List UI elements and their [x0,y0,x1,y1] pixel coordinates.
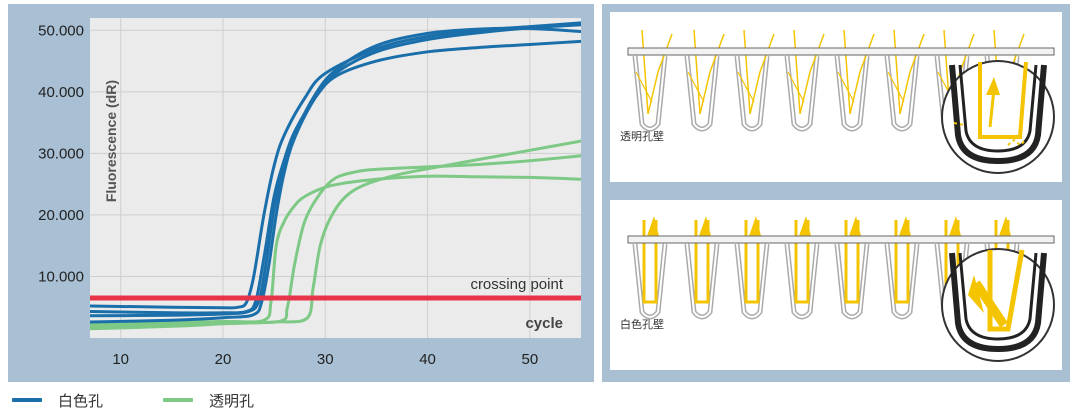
x-tick-label: 50 [522,351,539,368]
scattered-ray [887,71,905,103]
light-arrow [849,216,861,236]
plate-bar [627,47,1055,56]
well-inner [836,243,868,318]
x-tick-label: 10 [112,351,129,368]
well-inner [886,243,918,318]
series-line-white-well [90,23,581,324]
x-axis-label: cycle [525,315,563,332]
well-inner [886,55,918,130]
light-arrow [949,216,961,236]
series-group [90,21,581,331]
diagram-caption-clear-wall: 透明孔壁 [620,129,664,143]
light-beam [894,220,910,304]
legend-swatch-white [12,398,42,402]
well-inner [634,243,666,318]
light-arrow [699,216,711,236]
plate-bar [627,235,1055,244]
well-inner [686,243,718,318]
magnified-beam [972,280,1008,328]
well-inner [786,243,818,318]
magnified-well-wall [949,64,1047,165]
magnified-well-wall [949,252,1047,353]
well-inner [686,55,718,130]
well-inner [836,55,868,130]
series-line-white-well [90,21,581,310]
scattered-ray [687,71,705,103]
well-inner [736,55,768,130]
scatter-dots [953,122,1027,147]
well-diagram-panel: 透明孔壁 白色孔壁 [602,4,1070,382]
light-arrow [749,216,761,236]
light-arrow [999,216,1011,236]
magnified-arrow [986,77,1000,95]
y-tick-label: 40.000 [38,84,84,101]
legend: 白色孔 透明孔 [12,386,254,414]
fluorescence-chart: 10.000 20.000 30.000 40.000 50.000 10 20 30 40 50… [38,18,581,368]
well-inner [736,243,768,318]
light-beam [744,220,760,304]
light-beam [694,220,710,304]
legend-item-white: 白色孔 [12,390,103,411]
light-beam [642,220,658,304]
x-tick-label: 30 [317,351,334,368]
magnify-circle [941,248,1055,362]
legend-label-clear: 透明孔 [209,391,255,410]
light-arrow [899,216,911,236]
series-line-clear-well [90,139,581,331]
y-tick-label: 20.000 [38,207,84,224]
legend-swatch-clear [163,398,194,402]
light-beam [794,220,810,304]
well-inner [634,55,666,130]
legend-label-white: 白色孔 [58,391,104,410]
y-tick-label: 30.000 [38,145,84,162]
y-tick-label: 10.000 [38,268,84,285]
light-beam [844,220,860,304]
y-axis-label: Fluorescence (dR) [103,80,119,202]
scattered-ray [635,71,653,103]
light-arrow [647,216,659,236]
magnified-beam [988,88,996,128]
magnified-well-inner [958,64,1038,153]
threshold-label: crossing point [470,276,563,293]
chart-panel: 10.000 20.000 30.000 40.000 50.000 10 20 30 40 50… [8,4,594,382]
magnified-well-inner [958,252,1038,341]
magnified-beam [987,249,1025,332]
legend-item-clear: 透明孔 [163,390,254,411]
magnified-arrow [968,275,984,313]
scattered-ray [737,71,755,103]
scattered-ray [787,71,805,103]
diagram-caption-white-wall: 白色孔壁 [620,317,664,331]
y-tick-label: 50.000 [38,22,84,39]
magnified-beam [978,61,1028,139]
well-inner [786,55,818,130]
x-tick-label: 40 [419,351,436,368]
magnify-circle [941,60,1055,174]
x-tick-label: 20 [215,351,232,368]
scattered-ray [837,71,855,103]
light-arrow [799,216,811,236]
